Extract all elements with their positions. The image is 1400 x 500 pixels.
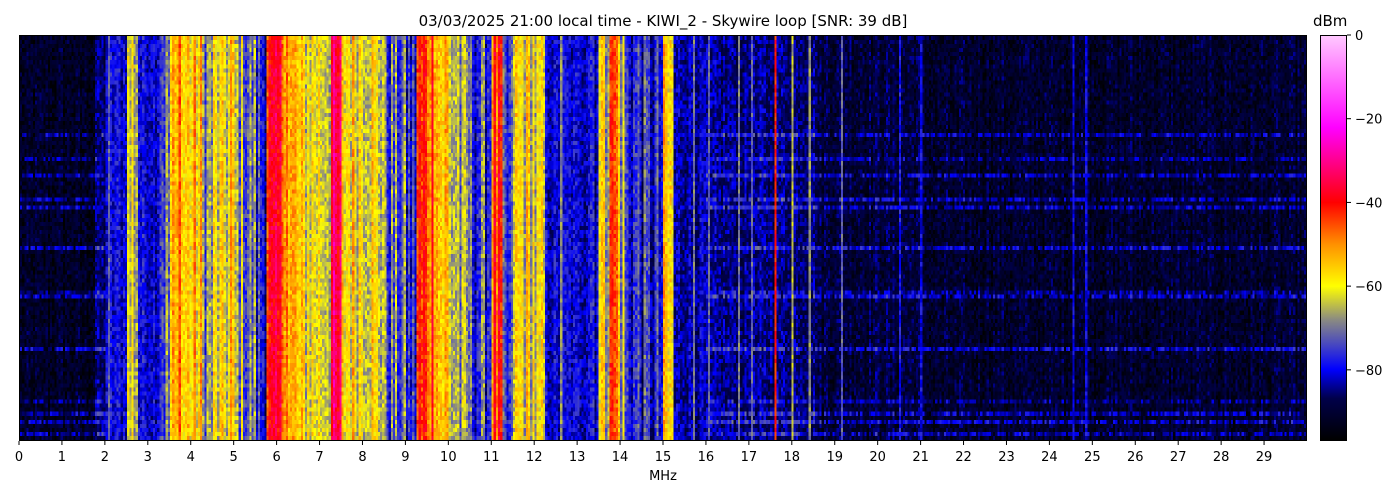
- x-tick-label: 4: [187, 450, 195, 465]
- x-tick-label: 2: [101, 450, 109, 465]
- colorbar-tick-label: −60: [1355, 280, 1382, 295]
- x-tick-label: 7: [315, 450, 323, 465]
- x-tick-label: 5: [230, 450, 238, 465]
- x-tick-label: 20: [869, 450, 886, 465]
- x-tick-label: 19: [826, 450, 843, 465]
- x-axis-label: MHz: [649, 469, 677, 484]
- x-tick-label: 26: [1127, 450, 1144, 465]
- x-tick-label: 15: [655, 450, 672, 465]
- x-tick-label: 18: [784, 450, 801, 465]
- x-tick-label: 27: [1170, 450, 1187, 465]
- x-tick-label: 16: [698, 450, 715, 465]
- x-tick-label: 10: [440, 450, 457, 465]
- x-tick-label: 28: [1213, 450, 1230, 465]
- x-tick-label: 9: [401, 450, 409, 465]
- x-tick-label: 22: [955, 450, 972, 465]
- x-tick-label: 11: [483, 450, 500, 465]
- x-tick-label: 12: [526, 450, 543, 465]
- waterfall-heatmap: [19, 35, 1307, 441]
- colorbar-tick-label: 0: [1355, 29, 1363, 44]
- x-tick-label: 13: [569, 450, 586, 465]
- x-tick-label: 14: [612, 450, 629, 465]
- x-tick-label: 29: [1256, 450, 1273, 465]
- colorbar-tick-label: −20: [1355, 113, 1382, 128]
- colorbar-tick-label: −80: [1355, 364, 1382, 379]
- x-tick-label: 25: [1084, 450, 1101, 465]
- x-tick-label: 23: [998, 450, 1015, 465]
- colorbar: [1320, 35, 1347, 441]
- x-tick-label: 24: [1041, 450, 1058, 465]
- x-tick-label: 1: [58, 450, 66, 465]
- x-tick-label: 21: [912, 450, 929, 465]
- x-tick-label: 3: [144, 450, 152, 465]
- x-tick-label: 17: [741, 450, 758, 465]
- chart-title: 03/03/2025 21:00 local time - KIWI_2 - S…: [418, 12, 908, 30]
- x-tick-label: 0: [15, 450, 23, 465]
- colorbar-tick-label: −40: [1355, 196, 1382, 211]
- colorbar-label: dBm: [1313, 12, 1348, 30]
- x-tick-label: 6: [272, 450, 280, 465]
- x-tick-label: 8: [358, 450, 366, 465]
